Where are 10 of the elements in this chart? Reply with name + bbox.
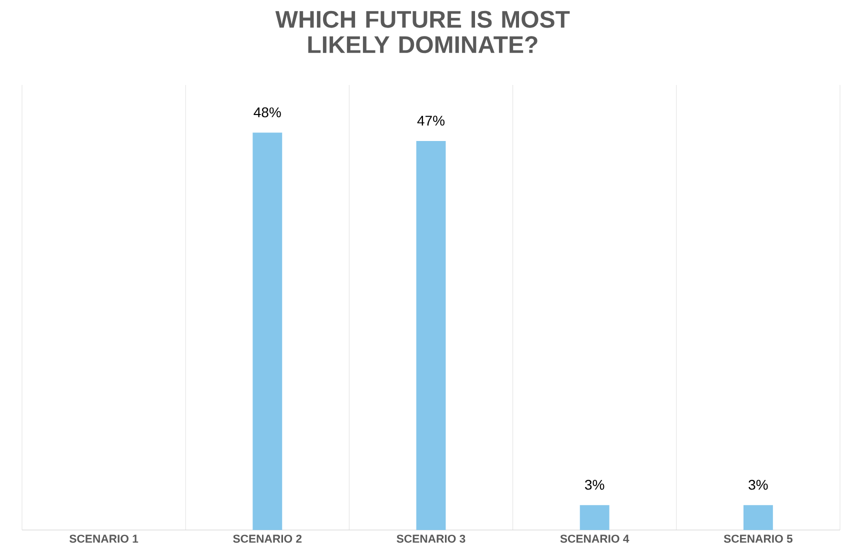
x-tick-label: SCENARIO 2 <box>233 534 302 543</box>
data-label: 48% <box>254 107 281 118</box>
data-label: 3% <box>748 480 768 490</box>
x-tick-label: SCENARIO 3 <box>396 534 466 543</box>
x-tick-label: SCENARIO 1 <box>70 534 138 543</box>
x-tick-label: SCENARIO 5 <box>724 534 792 543</box>
x-tick-label: SCENARIO 4 <box>560 534 630 543</box>
data-label: 47% <box>417 116 444 126</box>
data-label: 3% <box>585 480 604 490</box>
chart-title: WHICH FUTURE IS MOST LIKELY DOMINATE? <box>275 10 570 54</box>
